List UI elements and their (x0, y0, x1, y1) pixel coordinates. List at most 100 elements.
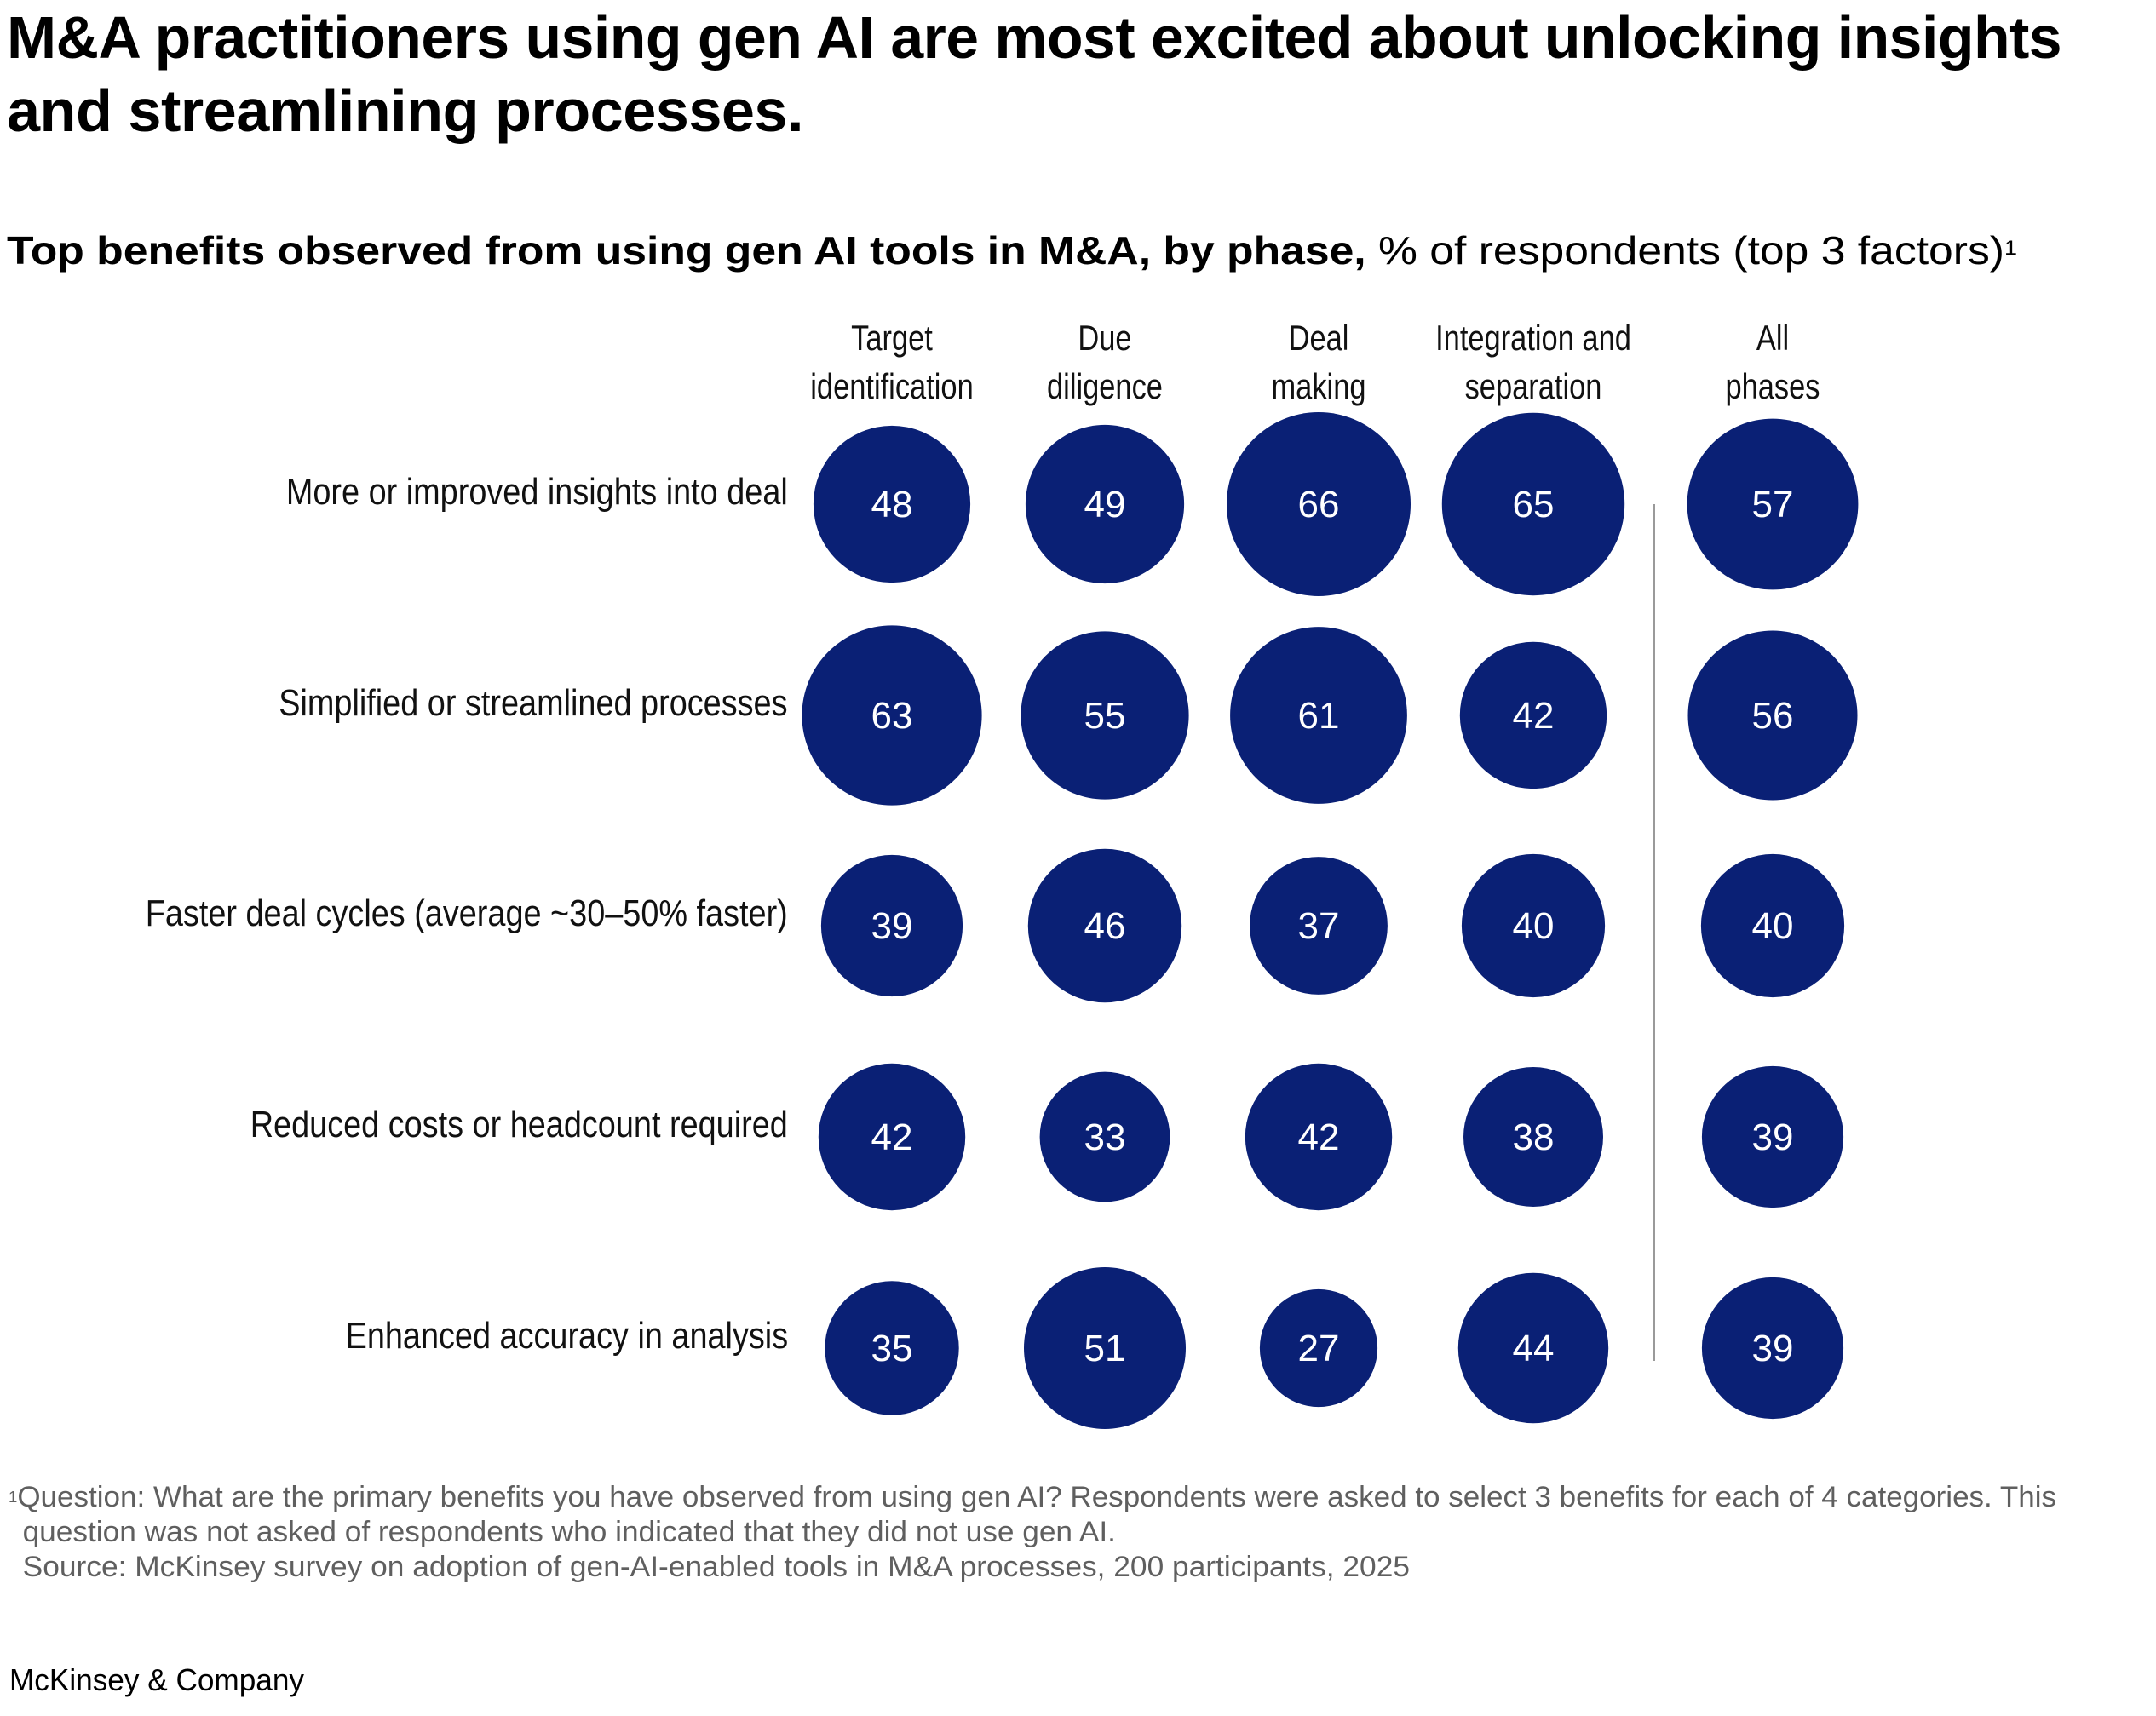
bubble-value-label: 66 (1298, 484, 1340, 525)
column-header: Deal making (1182, 313, 1455, 410)
column-header-line: Deal (1288, 318, 1349, 358)
row-label: Faster deal cycles (average ~30–50% fast… (145, 892, 788, 934)
chart-subtitle-text: Top benefits observed from using gen AI … (7, 227, 2017, 274)
column-header-line: Integration and (1435, 318, 1631, 358)
bubble-circle (813, 425, 971, 583)
bubble-value-label: 61 (1298, 695, 1340, 737)
bubble-value-label: 42 (871, 1116, 913, 1158)
column-header-line: diligence (1047, 366, 1163, 406)
chart-subtitle-bold: Top benefits observed from using gen AI … (7, 228, 1366, 273)
bubble-value-label: 48 (871, 484, 913, 525)
column-header-line: identification (810, 366, 974, 406)
bubble-circle (1459, 641, 1607, 789)
bubble: 39 (1701, 1277, 1844, 1420)
bubble: 63 (802, 625, 982, 806)
mckinsey-logo: McKinsey & Company (9, 1662, 311, 1698)
column-header-line: separation (1464, 366, 1602, 406)
bubble-circle (1250, 857, 1388, 995)
bubble: 42 (1459, 641, 1607, 789)
column-header: Due diligence (969, 313, 1241, 410)
page-title-line-1: M&A practitioners using gen AI are most … (7, 3, 2069, 72)
footnotes: 1Question: What are the primary benefits… (9, 1480, 2056, 1585)
bubble-circle (1441, 412, 1625, 596)
bubble-value-label: 63 (871, 695, 913, 737)
bubble-value-label: 40 (1752, 905, 1794, 947)
bubble-value-label: 51 (1084, 1328, 1126, 1369)
footnote-marker: 1 (9, 1489, 18, 1506)
bubble: 49 (1025, 424, 1185, 584)
bubble-value-label: 27 (1298, 1328, 1340, 1369)
subtitle-footnote-marker: 1 (2004, 237, 2018, 260)
footnote-question-line-2: question was not asked of respondents wh… (22, 1516, 1116, 1548)
row-label: Reduced costs or headcount required (250, 1104, 788, 1145)
bubble-circle (802, 625, 982, 806)
bubble-circle (818, 1063, 966, 1211)
bubble-value-label: 39 (871, 905, 913, 947)
bubble: 38 (1463, 1067, 1603, 1207)
footnote-question-line-1: 1Question: What are the primary benefits… (9, 1480, 2056, 1515)
bubble: 51 (1024, 1267, 1186, 1429)
bubble-value-label: 39 (1752, 1328, 1794, 1369)
page-title-line-2-text: and streamlining processes. (7, 77, 804, 144)
bubble-circle (1463, 1067, 1603, 1207)
bubble-circle (1021, 631, 1189, 800)
bubble-value-label: 33 (1084, 1116, 1126, 1158)
bubble-circle (1245, 1063, 1393, 1211)
chart-subtitle: Top benefits observed from using gen AI … (7, 227, 2017, 274)
bubble: 44 (1457, 1272, 1609, 1424)
chart-subtitle-unit: % of respondents (top 3 factors) (1378, 228, 2005, 273)
column-header-line: All (1756, 318, 1790, 358)
bubble: 39 (1701, 1065, 1844, 1208)
bubble: 27 (1259, 1288, 1378, 1408)
bubble: 46 (1027, 848, 1182, 1003)
footnote-question-text-1: Question: What are the primary benefits … (17, 1481, 2057, 1513)
bubble: 37 (1250, 857, 1388, 995)
bubble: 48 (813, 425, 971, 583)
column-header-line: making (1271, 366, 1366, 406)
bubble-value-label: 44 (1513, 1328, 1555, 1369)
page-title-line-1-text: M&A practitioners using gen AI are most … (7, 4, 2062, 71)
column-header: Target identification (756, 313, 1028, 410)
bubble: 65 (1441, 412, 1625, 596)
bubble-circle (820, 854, 963, 997)
bubble: 61 (1230, 627, 1407, 804)
bubble-value-label: 49 (1084, 484, 1126, 525)
bubble-value-label: 35 (871, 1328, 913, 1369)
bubble: 57 (1687, 418, 1859, 590)
bubble-value-label: 55 (1084, 695, 1126, 737)
bubble: 42 (1245, 1063, 1393, 1211)
bubble: 40 (1461, 853, 1606, 998)
bubble-circle (1701, 1065, 1844, 1208)
bubble-value-label: 42 (1513, 695, 1555, 737)
bubble-value-label: 37 (1298, 905, 1340, 947)
bubble-circle (1687, 418, 1859, 590)
bubble-value-label: 42 (1298, 1116, 1340, 1158)
mckinsey-logo-text: McKinsey & Company (9, 1662, 304, 1697)
bubble-circle (1457, 1272, 1609, 1424)
bubble-circle (1227, 412, 1411, 596)
bubble: 39 (820, 854, 963, 997)
row-label: Simplified or streamlined processes (279, 682, 788, 724)
bubble: 35 (825, 1281, 959, 1415)
bubble-circle (1039, 1071, 1170, 1202)
bubble-circle (1701, 1277, 1844, 1420)
bubble-value-label: 57 (1752, 484, 1794, 525)
bubble-circle (1024, 1267, 1186, 1429)
bubble: 66 (1227, 412, 1411, 596)
bubble-circle (1230, 627, 1407, 804)
bubble-value-label: 39 (1752, 1116, 1794, 1158)
row-label: Enhanced accuracy in analysis (345, 1315, 788, 1357)
bubble-value-label: 46 (1084, 905, 1126, 947)
bubble-circle (1027, 848, 1182, 1003)
footnote-source: Source: McKinsey survey on adoption of g… (22, 1551, 1411, 1583)
bubble-circle (1700, 853, 1845, 998)
row-label: More or improved insights into deal (286, 471, 788, 513)
column-header-line: Due (1078, 318, 1132, 358)
bubble-value-label: 56 (1752, 695, 1794, 737)
bubble-circle (1259, 1288, 1378, 1408)
bubble-value-label: 38 (1513, 1116, 1555, 1158)
bubble-value-label: 65 (1513, 484, 1555, 525)
bubble: 42 (818, 1063, 966, 1211)
bubble: 33 (1039, 1071, 1170, 1202)
